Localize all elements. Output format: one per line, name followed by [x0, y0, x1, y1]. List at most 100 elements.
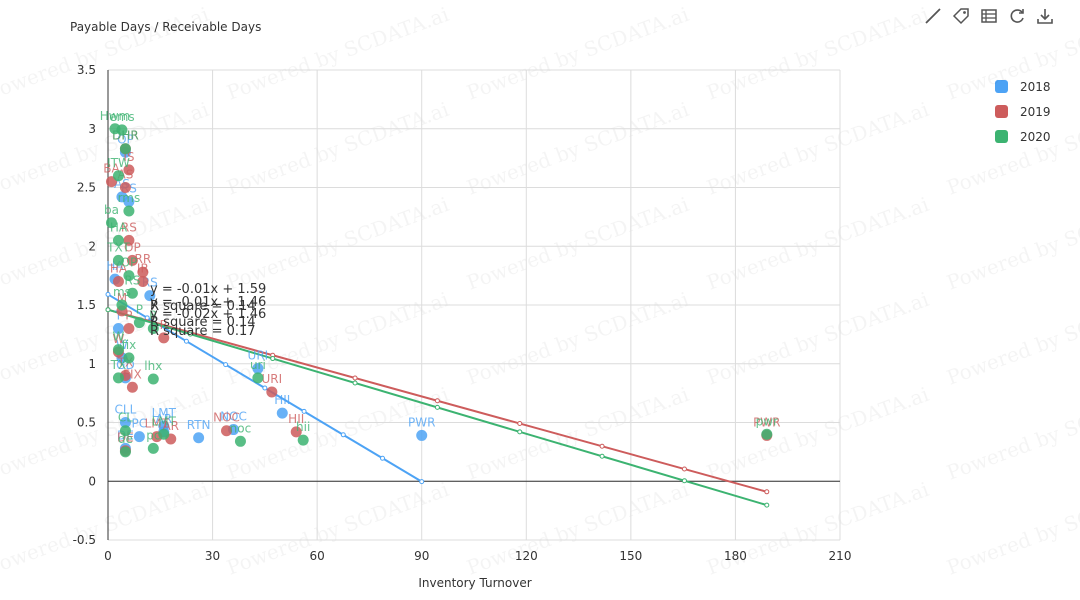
watermark-text: Powered by SCDATA.ai [0, 2, 212, 105]
data-label-2019: IR [137, 262, 149, 276]
data-point-2018 [119, 417, 131, 428]
legend-item-2019[interactable]: 2019 [995, 99, 1051, 124]
data-point-2020 [147, 323, 159, 334]
data-label-2018: HII [274, 393, 290, 407]
chart-title: Payable Days / Receivable Days [70, 20, 262, 34]
data-label-2019: HII [288, 412, 304, 426]
tag-icon[interactable] [950, 5, 972, 27]
data-label-2019: FIX [123, 367, 142, 381]
x-tick-label: 180 [724, 549, 747, 563]
legend-label: 2018 [1020, 79, 1051, 94]
data-label-2018: NOC [220, 410, 247, 424]
data-point-2020 [116, 299, 128, 311]
data-label-2020: fix [122, 338, 137, 352]
data-label-2019: URI [261, 372, 282, 386]
data-point-2019 [119, 182, 131, 193]
data-point-2019 [290, 426, 302, 438]
trend-marker-2020 [187, 331, 193, 337]
data-label-2020: rms [118, 191, 141, 205]
watermark-text: Powered by SCDATA.ai [224, 2, 452, 105]
watermark-text: Powered by SCDATA.ai [464, 97, 692, 200]
trend-marker-2020 [352, 380, 358, 386]
data-point-2018 [193, 432, 205, 444]
x-tick-label: 150 [619, 549, 642, 563]
watermark-text: Powered by SCDATA.ai [224, 97, 452, 200]
data-point-2020 [123, 270, 135, 282]
data-label-2019: P [125, 309, 132, 323]
data-label-2019: RS [121, 220, 137, 234]
watermark-text: Powered by SCDATA.ai [704, 2, 932, 105]
y-tick-label: 0 [88, 474, 96, 488]
y-tick-label: 0.5 [77, 416, 96, 430]
data-label-2018: LMT [152, 406, 177, 420]
trend-marker-2020 [764, 502, 770, 508]
legend-swatch [995, 80, 1008, 93]
data-label-2020: TX [110, 358, 127, 372]
y-tick-label: 2 [88, 239, 96, 253]
line-icon[interactable] [922, 5, 944, 27]
trend-marker-2018 [419, 479, 425, 485]
trend-marker-2018 [380, 455, 385, 461]
x-axis-title: Inventory Turnover [418, 576, 532, 590]
data-label-2020: DHR [112, 129, 139, 143]
watermark-text: Powered by SCDATA.ai [0, 382, 212, 485]
data-label-2020: hii [296, 420, 310, 434]
data-label-2020: ems [109, 110, 134, 124]
data-label-2019: IS [123, 150, 134, 164]
refresh-icon[interactable] [1006, 5, 1028, 27]
legend-label: 2020 [1020, 129, 1051, 144]
data-label-2020: Hwm [100, 109, 131, 123]
data-point-2020 [116, 124, 128, 136]
data-point-2019 [126, 254, 138, 266]
data-point-2018 [416, 429, 428, 441]
watermark-text: Powered by SCDATA.ai [224, 192, 452, 295]
trend-marker-2018 [183, 338, 189, 344]
data-label-2018: AR [155, 412, 172, 426]
data-point-2020 [252, 372, 264, 384]
legend-item-2018[interactable]: 2018 [995, 74, 1051, 99]
x-tick-label: 0 [104, 549, 112, 563]
watermark-text: Powered by SCDATA.ai [944, 192, 1080, 295]
y-tick-label: 2.5 [77, 181, 96, 195]
chart-legend: 2018 2019 2020 [995, 74, 1051, 149]
trend-marker-2018 [262, 385, 268, 391]
data-point-2020 [761, 428, 773, 440]
watermark-text: Powered by SCDATA.ai [704, 477, 932, 580]
data-label-2019: LMT [145, 417, 170, 431]
trend-marker-2020 [517, 429, 523, 435]
data-label-2019: RR [135, 252, 152, 266]
data-label-2020: de [118, 432, 133, 446]
data-label-2020: ITW [107, 156, 130, 170]
data-view-icon[interactable] [978, 5, 1000, 27]
data-point-2020 [112, 254, 124, 266]
watermark-text: Powered by SCDATA.ai [944, 97, 1080, 200]
data-point-2020 [126, 287, 138, 299]
trend-marker-2018 [301, 408, 307, 414]
data-label-2019: M [117, 291, 127, 305]
data-label-2020: CL [118, 411, 133, 425]
trend-marker-2020 [105, 307, 111, 313]
data-point-2020 [112, 234, 124, 246]
watermark-text: Powered by SCDATA.ai [464, 2, 692, 105]
watermark-text: Powered by SCDATA.ai [944, 477, 1080, 580]
data-label-2019: W [113, 332, 125, 346]
data-point-2019 [123, 234, 135, 246]
data-point-2019 [123, 164, 135, 176]
trend-marker-2020 [270, 356, 276, 362]
trend-marker-2019 [434, 398, 440, 404]
regression-annotation: R square = 0.14 [150, 299, 256, 314]
x-tick-label: 120 [515, 549, 538, 563]
data-label-2019: NOC [213, 411, 240, 425]
data-label-2020: OP [121, 256, 138, 270]
data-label-2018: CLL [115, 403, 137, 417]
watermark-text: Powered by SCDATA.ai [464, 382, 692, 485]
x-tick-label: 60 [310, 549, 325, 563]
download-icon[interactable] [1034, 5, 1056, 27]
legend-swatch [995, 130, 1008, 143]
trend-marker-2018 [340, 432, 346, 438]
legend-item-2020[interactable]: 2020 [995, 124, 1051, 149]
y-tick-label: 3.5 [77, 63, 96, 77]
y-tick-label: 1.5 [77, 298, 96, 312]
data-label-2018: OP [117, 132, 134, 146]
data-label-2018: URI [248, 348, 269, 362]
